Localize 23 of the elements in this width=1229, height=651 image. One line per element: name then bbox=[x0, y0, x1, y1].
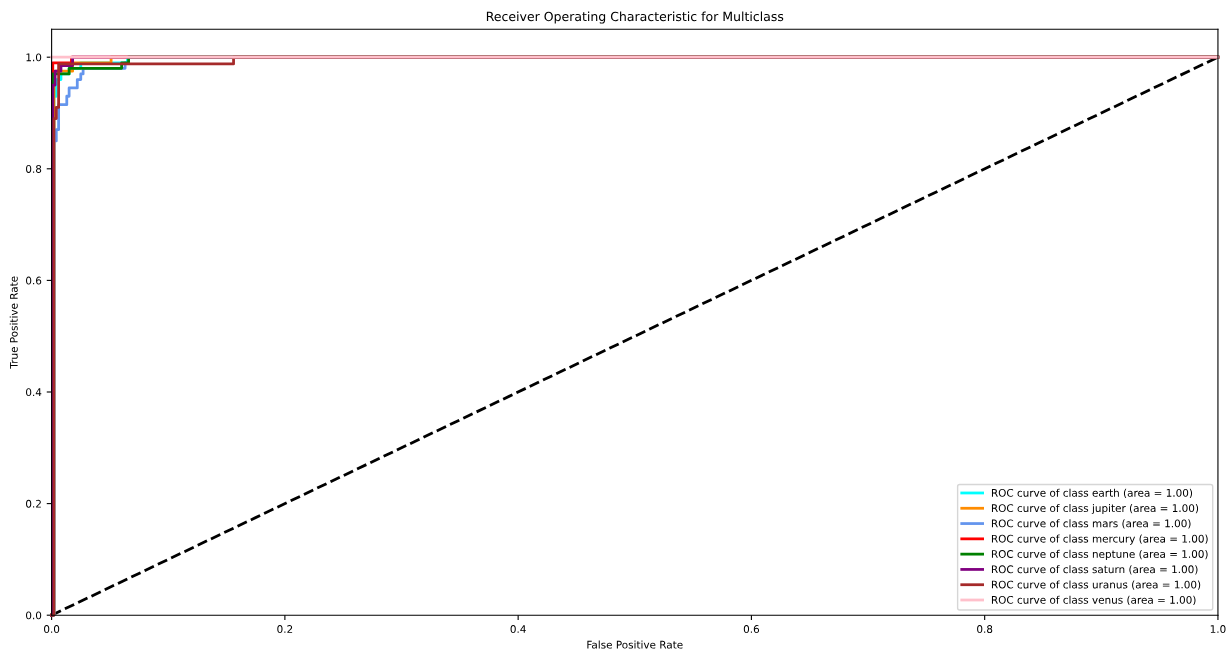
x-tick-label: 0.4 bbox=[510, 625, 526, 633]
y-tick-label: 0.6 bbox=[26, 276, 42, 285]
x-tick-label: 0.0 bbox=[44, 625, 60, 633]
legend-label: ROC curve of class jupiter (area = 1.00) bbox=[991, 504, 1199, 515]
y-tick-label: 0.0 bbox=[26, 611, 42, 620]
y-axis-title: True Positive Rate bbox=[9, 276, 18, 369]
legend-label: ROC curve of class mars (area = 1.00) bbox=[991, 519, 1191, 529]
legend-label: ROC curve of class uranus (area = 1.00) bbox=[991, 580, 1201, 590]
y-tick-label: 1.0 bbox=[26, 53, 42, 62]
x-axis-title: False Positive Rate bbox=[587, 640, 683, 649]
y-tick-label: 0.4 bbox=[26, 388, 42, 397]
x-tick-label: 1.0 bbox=[1210, 625, 1226, 633]
legend-label: ROC curve of class neptune (area = 1.00) bbox=[991, 549, 1208, 560]
x-tick-label: 0.2 bbox=[277, 625, 293, 633]
legend-label: ROC curve of class saturn (area = 1.00) bbox=[991, 565, 1198, 575]
legend-label: ROC curve of class earth (area = 1.00) bbox=[991, 488, 1193, 498]
x-tick-label: 0.8 bbox=[977, 625, 993, 633]
legend-label: ROC curve of class mercury (area = 1.00) bbox=[991, 534, 1208, 545]
y-tick-label: 0.2 bbox=[26, 499, 41, 508]
y-tick-label: 0.8 bbox=[26, 165, 42, 173]
chart-title: Receiver Operating Characteristic for Multiclass bbox=[486, 11, 784, 24]
x-tick-label: 0.6 bbox=[743, 625, 760, 633]
legend-label: ROC curve of class venus (area = 1.00) bbox=[991, 595, 1196, 606]
